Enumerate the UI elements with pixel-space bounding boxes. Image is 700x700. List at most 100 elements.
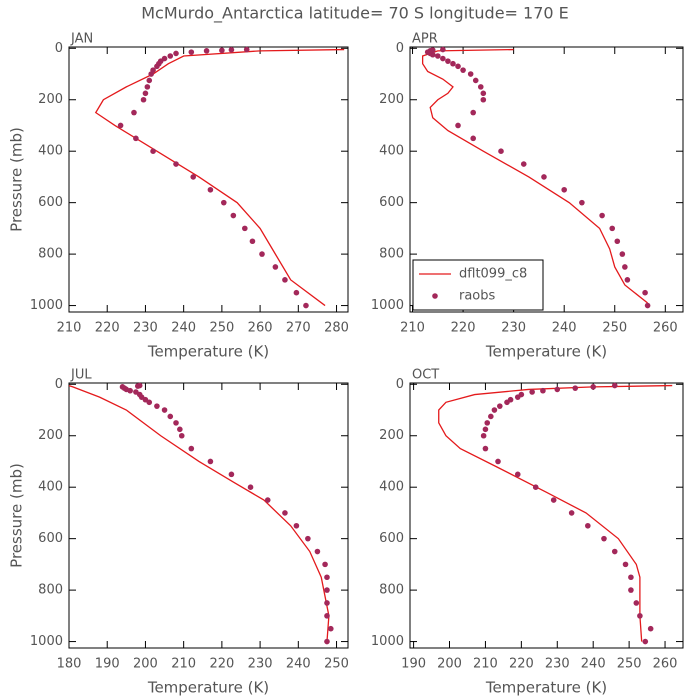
obs-point [477,84,484,90]
obs-point [540,387,546,394]
y-tick-label: 600 [38,195,63,210]
x-tick-label: 220 [509,657,534,672]
obs-point [305,535,311,542]
model-line [421,48,649,304]
obs-point [482,426,489,433]
obs-point [282,277,288,283]
obs-point [188,445,195,452]
obs-point [314,548,321,555]
obs-point [133,389,139,395]
y-tick-label: 200 [38,428,63,443]
obs-point [324,613,330,619]
obs-point [619,251,626,257]
x-tick-label: 270 [286,321,311,336]
obs-point [259,251,265,257]
obs-point [480,96,487,103]
obs-point [322,561,328,568]
obs-point [203,48,210,54]
x-tick-label: 280 [324,321,349,336]
x-tick-label: 190 [401,657,426,672]
obs-point [219,47,225,54]
obs-point [173,161,179,167]
obs-point [188,49,195,55]
obs-point [173,50,179,57]
obs-point [144,84,151,90]
x-axis-label: Temperature (K) [485,343,607,361]
y-tick-label: 1000 [30,298,63,313]
model-line [438,384,673,642]
plot-frame [68,46,349,313]
x-tick-label: 210 [57,321,82,336]
panel-title: APR [412,32,438,47]
obs-point [142,90,149,97]
x-tick-label: 200 [437,657,462,672]
obs-point [637,613,643,619]
obs-point [455,122,461,129]
obs-point [190,174,197,180]
legend-dot [432,293,438,299]
y-tick-label: 800 [38,583,63,598]
legend-label: raobs [459,289,496,304]
obs-point [324,587,330,593]
obs-point [611,382,618,389]
y-tick-label: 400 [379,144,404,159]
obs-point [450,60,456,67]
x-tick-label: 240 [286,657,311,672]
obs-point [644,302,651,309]
obs-point [633,600,640,606]
obs-point [324,574,330,581]
obs-point [161,407,168,413]
obs-point [178,432,185,439]
x-tick-label: 250 [209,321,234,336]
obs-point [480,90,487,97]
obs-point [264,497,271,503]
obs-point [611,548,618,555]
y-tick-label: 600 [38,531,63,546]
obs-point [554,386,561,393]
obs-point [293,289,300,296]
y-tick-label: 0 [396,41,404,56]
obs-point [303,302,309,309]
obs-point [467,71,474,77]
obs-point [585,522,591,529]
plot-frame [409,46,684,313]
obs-point [119,384,126,390]
obs-point [220,199,227,206]
obs-point [470,135,476,142]
y-tick-label: 200 [379,428,404,443]
obs-point [230,212,237,219]
x-tick-label: 240 [581,657,606,672]
obs-point [488,413,494,420]
obs-point [628,574,634,581]
obs-point [498,148,504,154]
x-tick-label: 230 [545,657,570,672]
obs-point [601,535,607,542]
x-tick-label: 260 [653,657,678,672]
legend-label: dflt099_c8 [459,267,527,282]
x-tick-label: 220 [451,321,476,336]
model-line [94,48,345,307]
obs-point [622,561,629,568]
obs-point [150,67,156,73]
x-axis-label: Temperature (K) [147,679,269,697]
y-tick-label: 800 [379,583,404,598]
obs-point [429,47,436,53]
obs-point [495,458,501,465]
obs-point [480,432,487,439]
obs-point [642,289,648,296]
obs-point [324,600,330,606]
obs-point [470,109,476,116]
x-tick-label: 250 [324,657,349,672]
obs-point [455,63,461,70]
obs-point [150,148,156,154]
obs-point [579,199,585,206]
figure-title: McMurdo_Antarctica latitude= 70 S longit… [141,4,569,24]
y-tick-label: 0 [55,41,63,56]
panel-title: JAN [70,32,93,47]
obs-point [228,47,235,53]
obs-point [622,264,628,270]
legend-box [412,259,544,311]
obs-point [328,625,334,632]
obs-point [247,484,254,490]
